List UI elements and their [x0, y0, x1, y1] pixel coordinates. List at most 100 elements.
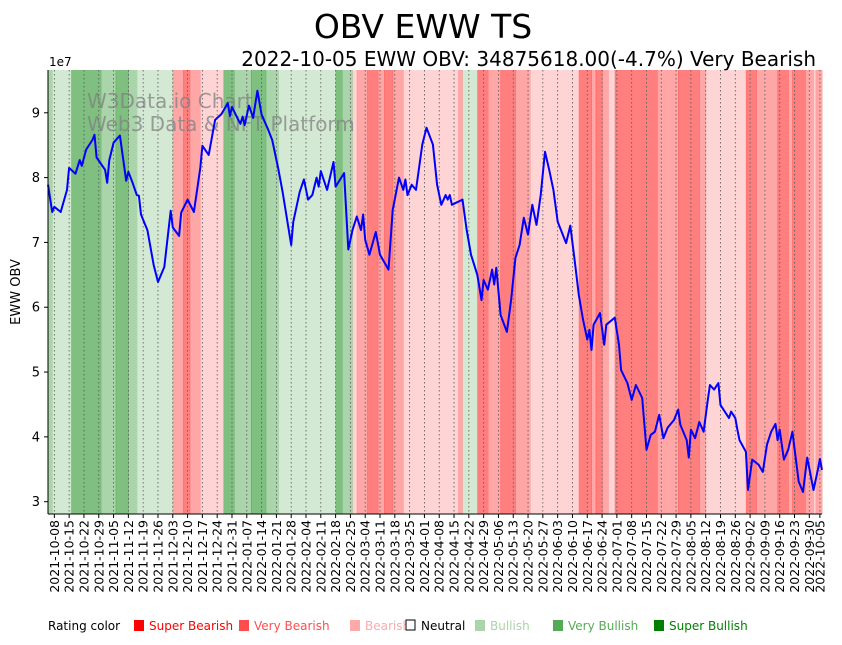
x-tick-label: 2022-04-15: [447, 520, 462, 593]
band-bearish: [200, 70, 225, 514]
x-tick-label: 2022-09-16: [772, 520, 787, 593]
x-tick-label: 2022-04-22: [461, 520, 476, 593]
x-tick-label: 2022-02-25: [343, 520, 358, 593]
chart-title: OBV EWW TS: [314, 7, 532, 46]
x-tick-label: 2022-07-15: [639, 520, 654, 593]
x-tick-label: 2022-08-12: [698, 520, 713, 593]
y-tick-label: 3: [32, 495, 40, 510]
x-tick-label: 2022-08-26: [728, 520, 743, 593]
x-tick-label: 2022-04-08: [432, 520, 447, 593]
x-tick-label: 2021-12-31: [224, 520, 239, 593]
band-super-bearish: [678, 70, 700, 514]
y-tick-label: 8: [32, 171, 40, 186]
y-scale-label: 1e7: [49, 55, 72, 69]
chart-subtitle: 2022-10-05 EWW OBV: 34875618.00(-4.7%) V…: [241, 47, 816, 71]
band-very-bearish: [657, 70, 679, 514]
legend-swatch-super-bearish: [134, 620, 144, 631]
x-tick-label: 2022-10-05: [812, 520, 827, 593]
band-very-bullish: [128, 70, 138, 514]
legend-swatch-very-bullish: [553, 620, 563, 631]
band-very-bearish: [515, 70, 531, 514]
band-very-bearish: [377, 70, 385, 514]
rating-bands: [48, 70, 823, 514]
band-super-bearish: [777, 70, 789, 514]
band-very-bearish: [458, 70, 463, 514]
x-tick-label: 2022-03-04: [358, 520, 373, 593]
legend-swatch-bearish: [350, 620, 360, 631]
rating-legend: Rating color Super Bearish Very Bearish Be…: [48, 619, 748, 633]
x-tick-label: 2021-12-03: [165, 520, 180, 593]
band-bullish: [462, 70, 478, 514]
x-tick-label: 2021-11-26: [150, 520, 165, 593]
legend-label-neutral: Neutral: [421, 619, 465, 633]
band-very-bullish: [265, 70, 280, 514]
band-very-bearish: [189, 70, 201, 514]
x-tick-label: 2021-11-05: [106, 520, 121, 593]
x-tick-label: 2021-12-10: [180, 520, 195, 593]
band-super-bearish: [792, 70, 806, 514]
y-tick-label: 6: [32, 301, 40, 316]
band-super-bearish: [745, 70, 757, 514]
band-bearish: [403, 70, 459, 514]
x-tick-label: 2022-07-29: [669, 520, 684, 593]
x-tick-label: 2022-06-10: [565, 520, 580, 593]
band-very-bearish: [815, 70, 823, 514]
x-tick-label: 2022-09-23: [787, 520, 802, 593]
x-tick-label: 2022-09-30: [802, 520, 817, 593]
x-tick-label: 2021-10-15: [62, 520, 77, 593]
obv-series-line: [47, 89, 823, 493]
x-tick-label: 2021-10-22: [76, 520, 91, 593]
band-super-bearish: [595, 70, 603, 514]
band-very-bearish: [699, 70, 707, 514]
band-very-bearish: [591, 70, 597, 514]
x-tick-label: 2022-06-03: [550, 520, 565, 593]
x-tick-label: 2022-05-27: [535, 520, 550, 593]
band-super-bearish: [500, 70, 516, 514]
legend-label-very-bullish: Very Bullish: [568, 619, 638, 633]
band-super-bullish: [71, 70, 102, 514]
x-tick-label: 2022-09-02: [743, 520, 758, 593]
legend-swatch-super-bullish: [654, 620, 664, 631]
band-bearish: [608, 70, 616, 514]
y-tick-label: 5: [32, 366, 40, 381]
band-very-bearish: [356, 70, 368, 514]
band-very-bullish: [234, 70, 252, 514]
x-tick-label: 2022-09-09: [757, 520, 772, 593]
band-super-bearish: [183, 70, 191, 514]
x-tick-label: 2022-02-04: [299, 520, 314, 593]
band-bullish: [136, 70, 174, 514]
x-tick-label: 2022-01-28: [284, 520, 299, 593]
y-axis-ticks: 3 4 5 6 7 8 9: [32, 106, 48, 510]
x-tick-label: 2022-03-11: [373, 520, 388, 593]
x-tick-label: 2022-04-01: [417, 520, 432, 593]
x-tick-label: 2022-08-05: [683, 520, 698, 593]
x-tick-label: 2022-07-01: [609, 520, 624, 593]
x-tick-label: 2022-04-29: [476, 520, 491, 593]
band-very-bearish: [172, 70, 184, 514]
band-super-bearish: [367, 70, 379, 514]
x-tick-label: 2022-05-13: [506, 520, 521, 593]
band-bearish: [530, 70, 580, 514]
x-tick-label: 2022-08-19: [713, 520, 728, 593]
y-tick-label: 9: [32, 106, 40, 121]
x-tick-label: 2021-11-19: [136, 520, 151, 593]
x-axis-ticks: 2021-10-08 2021-10-15 2021-10-22 2021-10-29…: [47, 514, 827, 593]
band-super-bullish: [335, 70, 343, 514]
x-tick-label: 2022-01-14: [254, 520, 269, 593]
x-tick-label: 2022-01-21: [269, 520, 284, 593]
y-tick-label: 4: [32, 430, 40, 445]
x-tick-label: 2022-03-25: [402, 520, 417, 593]
legend-swatch-bullish: [475, 620, 485, 631]
legend-label-very-bearish: Very Bearish: [254, 619, 330, 633]
x-tick-label: 2022-05-20: [521, 520, 536, 593]
band-super-bearish: [578, 70, 592, 514]
band-very-bearish: [392, 70, 404, 514]
legend-label-bullish: Bullish: [490, 619, 530, 633]
x-tick-label: 2022-02-18: [328, 520, 343, 593]
y-axis-label: EWW OBV: [9, 259, 24, 325]
band-super-bullish: [223, 70, 235, 514]
x-tick-label: 2021-12-24: [210, 520, 225, 593]
x-tick-label: 2022-06-24: [595, 520, 610, 593]
x-tick-label: 2021-11-12: [121, 520, 136, 593]
band-very-bearish: [487, 70, 502, 514]
